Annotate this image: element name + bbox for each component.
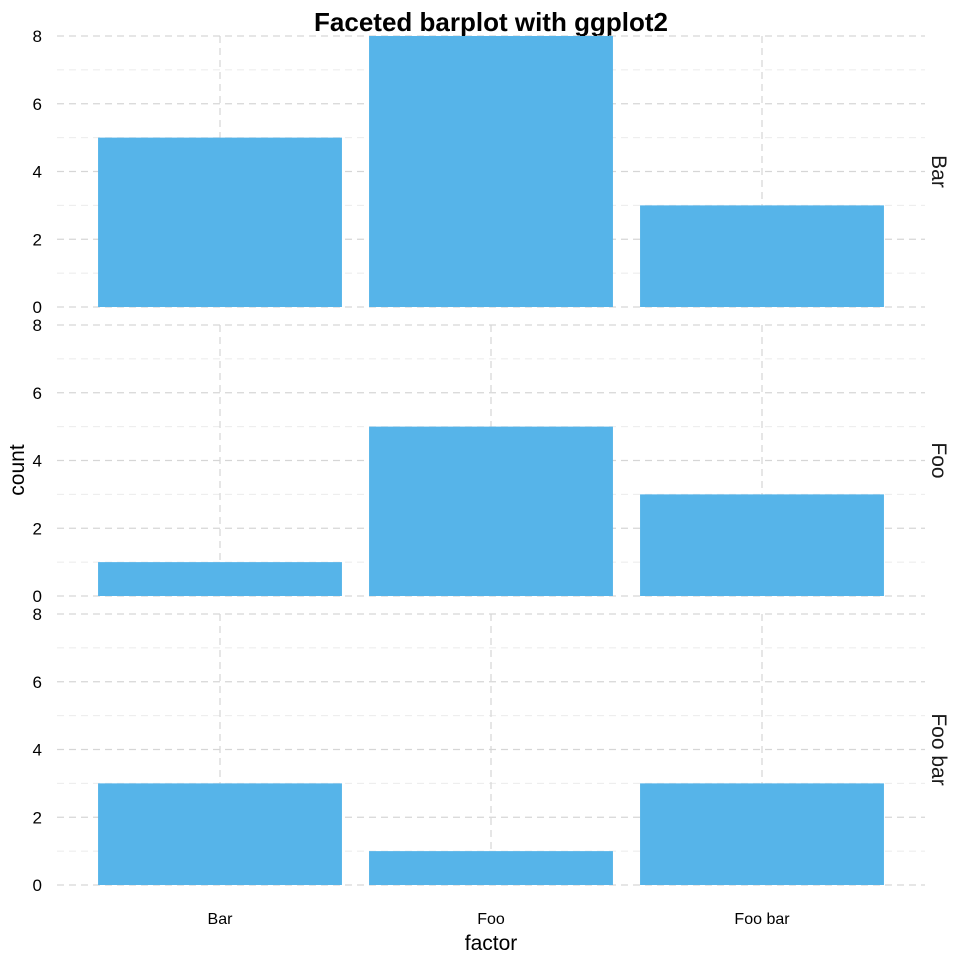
bar (369, 36, 613, 307)
facet-panels: 0 2 4 6 8 Bar 0 2 4 6 8 Foo 0 2 4 6 8 Foo bar Bar Foo Foo ba… (33, 27, 950, 928)
y-tick-label: 6 (33, 95, 42, 114)
facet-panel: 0 2 4 6 8 Foo bar (33, 605, 950, 895)
y-tick-label: 8 (33, 27, 42, 46)
y-axis-label: count (6, 444, 29, 496)
facet-strip-label: Foo bar (927, 713, 950, 785)
facet-panel: 0 2 4 6 8 Foo (33, 316, 950, 606)
x-tick-label: Foo (477, 911, 505, 928)
y-tick-label: 0 (33, 587, 42, 606)
y-tick-label: 6 (33, 673, 42, 692)
y-tick-label: 4 (33, 741, 42, 760)
y-tick-label: 4 (33, 452, 42, 471)
x-tick-label: Foo bar (734, 911, 790, 928)
y-tick-label: 4 (33, 163, 42, 182)
y-tick-label: 2 (33, 230, 42, 249)
y-tick-label: 0 (33, 876, 42, 895)
facet-panel: 0 2 4 6 8 Bar (33, 27, 950, 317)
y-tick-label: 6 (33, 384, 42, 403)
y-tick-label: 8 (33, 316, 42, 335)
bar (369, 851, 613, 885)
facet-strip-label: Foo (927, 442, 950, 478)
bar (98, 562, 342, 596)
y-tick-label: 0 (33, 298, 42, 317)
bar (98, 783, 342, 885)
bar (640, 783, 884, 885)
bar (640, 205, 884, 307)
bar (369, 426, 613, 596)
x-tick-label: Bar (208, 911, 234, 928)
y-tick-label: 8 (33, 605, 42, 624)
y-tick-label: 2 (33, 519, 42, 538)
facet-strip-label: Bar (927, 155, 950, 188)
bar (98, 137, 342, 307)
chart-title: Faceted barplot with ggplot2 (314, 7, 668, 37)
x-axis-label: factor (465, 932, 518, 955)
bar (640, 494, 884, 596)
y-tick-label: 2 (33, 808, 42, 827)
